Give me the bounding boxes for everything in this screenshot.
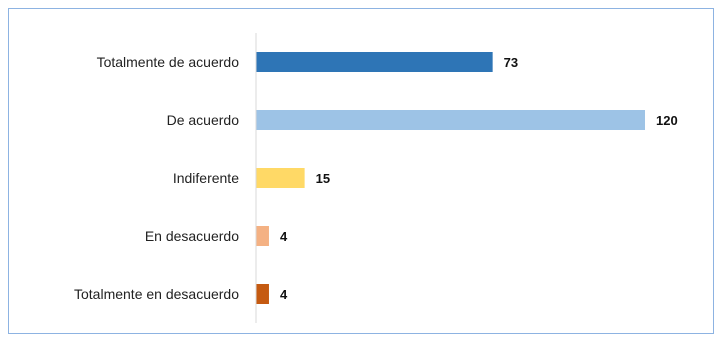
value-label-1: 120 — [656, 113, 678, 128]
value-label-3: 4 — [280, 229, 288, 244]
value-label-4: 4 — [280, 287, 288, 302]
category-label-3: En desacuerdo — [145, 228, 239, 244]
bar-1 — [256, 110, 645, 130]
category-label-0: Totalmente de acuerdo — [97, 54, 240, 70]
category-label-4: Totalmente en desacuerdo — [74, 286, 239, 302]
bars-group — [256, 52, 645, 304]
bar-2 — [256, 168, 305, 188]
bar-4 — [256, 284, 269, 304]
category-label-2: Indiferente — [173, 170, 239, 186]
value-label-2: 15 — [316, 171, 330, 186]
category-label-1: De acuerdo — [167, 112, 240, 128]
value-label-0: 73 — [504, 55, 518, 70]
bar-0 — [256, 52, 493, 72]
category-labels-group: Totalmente de acuerdo De acuerdo Indiferen… — [74, 54, 239, 302]
value-labels-group: 73 120 15 4 4 — [280, 55, 678, 302]
bar-3 — [256, 226, 269, 246]
